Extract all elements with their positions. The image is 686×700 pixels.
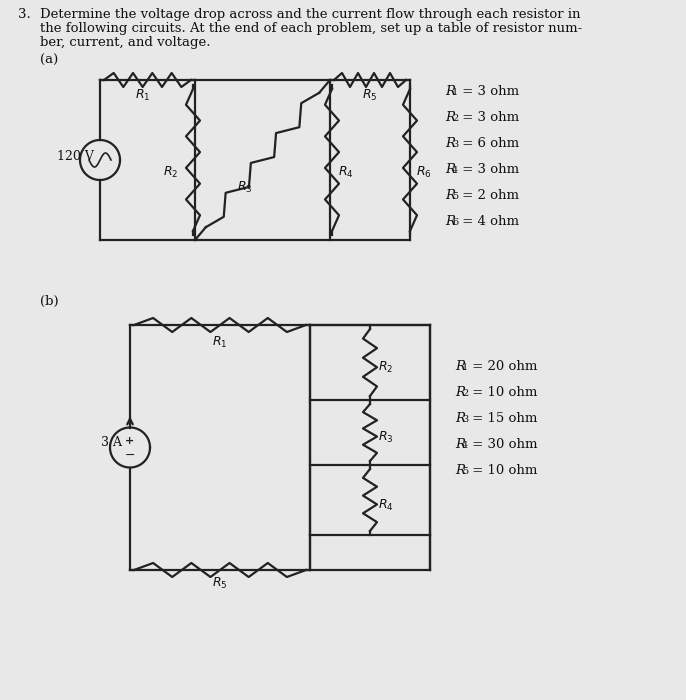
Text: 2: 2	[462, 389, 469, 398]
Text: +: +	[126, 435, 134, 445]
Text: R: R	[455, 386, 465, 399]
Text: = 6 ohm: = 6 ohm	[458, 137, 519, 150]
Text: ber, current, and voltage.: ber, current, and voltage.	[40, 36, 211, 49]
Text: 1: 1	[452, 88, 458, 97]
Text: 1: 1	[462, 363, 469, 372]
Text: 5: 5	[462, 467, 468, 476]
Text: = 3 ohm: = 3 ohm	[458, 85, 519, 98]
Text: $R_1$: $R_1$	[134, 88, 150, 103]
Text: R: R	[455, 412, 465, 425]
Text: $R_2$: $R_2$	[163, 165, 178, 180]
Text: R: R	[445, 137, 455, 150]
Text: R: R	[445, 215, 455, 228]
Text: = 20 ohm: = 20 ohm	[468, 360, 537, 373]
Text: 120 V: 120 V	[57, 150, 94, 162]
Text: = 15 ohm: = 15 ohm	[468, 412, 537, 425]
Text: $R_5$: $R_5$	[362, 88, 378, 103]
Text: 3: 3	[452, 140, 458, 149]
Text: $R_4$: $R_4$	[378, 498, 394, 512]
Text: = 2 ohm: = 2 ohm	[458, 189, 519, 202]
Text: 4: 4	[462, 441, 469, 450]
Text: R: R	[455, 360, 465, 373]
Text: 2: 2	[452, 114, 458, 123]
Text: R: R	[445, 111, 455, 124]
Text: = 3 ohm: = 3 ohm	[458, 111, 519, 124]
Text: (b): (b)	[40, 295, 58, 308]
Text: $R_5$: $R_5$	[212, 576, 228, 591]
Text: = 10 ohm: = 10 ohm	[468, 464, 537, 477]
Text: Determine the voltage drop across and the current flow through each resistor in: Determine the voltage drop across and th…	[40, 8, 580, 21]
Text: = 4 ohm: = 4 ohm	[458, 215, 519, 228]
Text: R: R	[455, 464, 465, 477]
Text: 3 A: 3 A	[101, 436, 122, 449]
Text: $R_6$: $R_6$	[416, 165, 431, 180]
Text: = 30 ohm: = 30 ohm	[468, 438, 538, 451]
Text: R: R	[455, 438, 465, 451]
Text: = 10 ohm: = 10 ohm	[468, 386, 537, 399]
Text: $R_3$: $R_3$	[237, 180, 252, 195]
Text: R: R	[445, 163, 455, 176]
Text: R: R	[445, 189, 455, 202]
Text: 5: 5	[452, 192, 458, 201]
Text: the following circuits. At the end of each problem, set up a table of resistor n: the following circuits. At the end of ea…	[40, 22, 582, 35]
Text: 3.: 3.	[18, 8, 31, 21]
Text: = 3 ohm: = 3 ohm	[458, 163, 519, 176]
Text: −: −	[125, 449, 135, 462]
Text: (a): (a)	[40, 54, 58, 67]
Text: $R_1$: $R_1$	[212, 335, 228, 350]
Text: 3: 3	[462, 415, 469, 424]
Text: $R_2$: $R_2$	[378, 360, 393, 375]
Text: 6: 6	[452, 218, 458, 227]
Text: $R_4$: $R_4$	[338, 165, 354, 180]
Text: R: R	[445, 85, 455, 98]
Text: $R_3$: $R_3$	[378, 430, 394, 445]
Text: 4: 4	[452, 166, 458, 175]
